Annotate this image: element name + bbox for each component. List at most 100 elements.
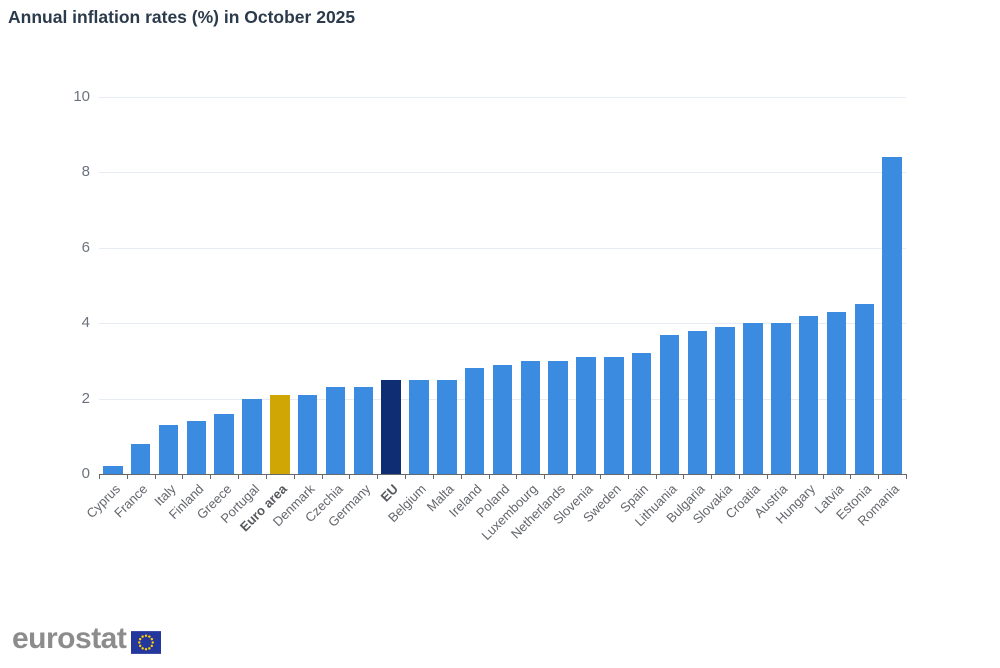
bar-slot-slovenia: Slovenia [550,97,600,527]
bar-slovenia[interactable] [576,357,596,474]
bar-slot-bulgaria: Bulgaria [663,97,711,526]
y-axis-label-2: 2 [81,389,90,407]
x-axis-line [99,474,906,475]
axis-tick [154,474,156,479]
axis-tick [126,474,128,479]
axis-tick [99,474,100,479]
bar-italy[interactable] [158,425,179,474]
bar-slot-hungary: Hungary [773,97,823,527]
gridline-8 [99,172,906,174]
axis-tick [460,474,462,479]
bar-slot-estonia: Estonia [833,97,878,523]
bar-malta[interactable] [437,379,457,474]
eurostat-logo-text: eurostat [12,622,127,655]
bar-slot-cyprus: Cyprus [83,97,127,521]
axis-tick [321,474,323,479]
bar-eu[interactable] [381,379,401,474]
y-axis-label-10: 10 [73,88,90,105]
y-axis-label-4: 4 [81,314,90,332]
gridline-10 [99,97,906,98]
bar-finland[interactable] [186,421,207,474]
bar-cyprus[interactable] [103,466,123,474]
bar-luxembourg[interactable] [520,360,541,474]
bar-austria[interactable] [771,323,791,474]
bar-bulgaria[interactable] [687,330,708,474]
bar-slot-latvia: Latvia [811,97,851,516]
bar-sweden[interactable] [604,357,624,474]
gridline-6 [99,247,906,249]
axis-tick [182,474,184,479]
bar-denmark[interactable] [297,394,318,474]
bar-slot-denmark: Denmark [270,97,322,529]
axis-tick [599,474,601,479]
axis-tick [766,474,768,479]
axis-tick [739,474,741,479]
bar-czechia[interactable] [325,387,346,474]
axis-tick [293,474,295,479]
bar-portugal[interactable] [242,398,262,474]
axis-tick [265,474,267,479]
bar-slot-croatia: Croatia [723,97,767,522]
axis-tick [210,474,212,479]
bar-slot-poland: Poland [473,97,517,521]
bar-spain[interactable] [631,353,652,474]
y-axis-label-0: 0 [81,465,90,482]
bar-slot-eu: EU [377,97,405,505]
bar-poland[interactable] [492,364,513,474]
axis-tick [349,474,351,479]
chart-title: Annual inflation rates (%) in October 20… [8,7,356,27]
y-axis-label-6: 6 [81,238,90,256]
y-axis-labels: 0 2 4 6 8 10 [30,89,90,482]
plot-area: Cyprus France Italy Finland Greece Portugal Eu… [83,97,907,543]
bar-belgium[interactable] [409,379,429,474]
bar-slot-sweden: Sweden [580,97,628,525]
bar-germany[interactable] [353,387,374,474]
axis-tick [627,474,629,479]
bar-slot-france: France [111,97,155,521]
bar-slot-romania: Romania [855,97,906,529]
bar-slot-portugal: Portugal [217,97,266,526]
bar-slot-greece: Greece [193,97,238,522]
eu-flag-icon [131,630,162,654]
bar-slot-ireland: Ireland [446,97,489,520]
bar-slot-czechia: Czechia [302,97,350,525]
bar-ireland[interactable] [464,368,485,474]
axis-tick [516,474,518,479]
axis-tick [822,474,824,479]
bar-slot-slovakia: Slovakia [690,97,739,527]
bar-latvia[interactable] [826,311,847,474]
bar-france[interactable] [131,443,151,474]
axis-tick [572,474,574,479]
axis-tick [683,474,685,479]
bar-slot-spain: Spain [617,97,656,515]
bar-slot-lithuania: Lithuania [631,97,684,529]
bar-estonia[interactable] [854,304,874,474]
axis-tick [850,474,852,479]
bar-romania[interactable] [882,157,902,474]
axis-tick [794,474,796,479]
axis-tick [488,474,490,479]
axis-tick [878,474,880,479]
bar-slovakia[interactable] [715,326,735,474]
bar-croatia[interactable] [743,323,763,474]
bar-slot-netherlands: Netherlands [508,97,572,541]
axis-tick [405,474,407,479]
gridline-4 [99,323,906,325]
bar-slot-germany: Germany [325,97,377,530]
bar-slot-euro-area: Euro area [237,97,294,534]
axis-tick [544,474,546,479]
bar-hungary[interactable] [798,315,819,474]
bar-netherlands[interactable] [548,360,568,474]
axis-tick [432,474,434,479]
eurostat-logo: eurostat [12,622,162,656]
axis-tick [655,474,657,479]
bar-slot-belgium: Belgium [385,97,433,525]
bar-greece[interactable] [214,413,234,474]
bar-lithuania[interactable] [659,334,680,474]
bar-euro-area[interactable] [270,394,290,474]
y-axis-label-8: 8 [81,163,90,181]
axis-tick [906,474,907,479]
bar-slot-italy: Italy [151,97,183,509]
bar-slot-austria: Austria [751,97,795,521]
